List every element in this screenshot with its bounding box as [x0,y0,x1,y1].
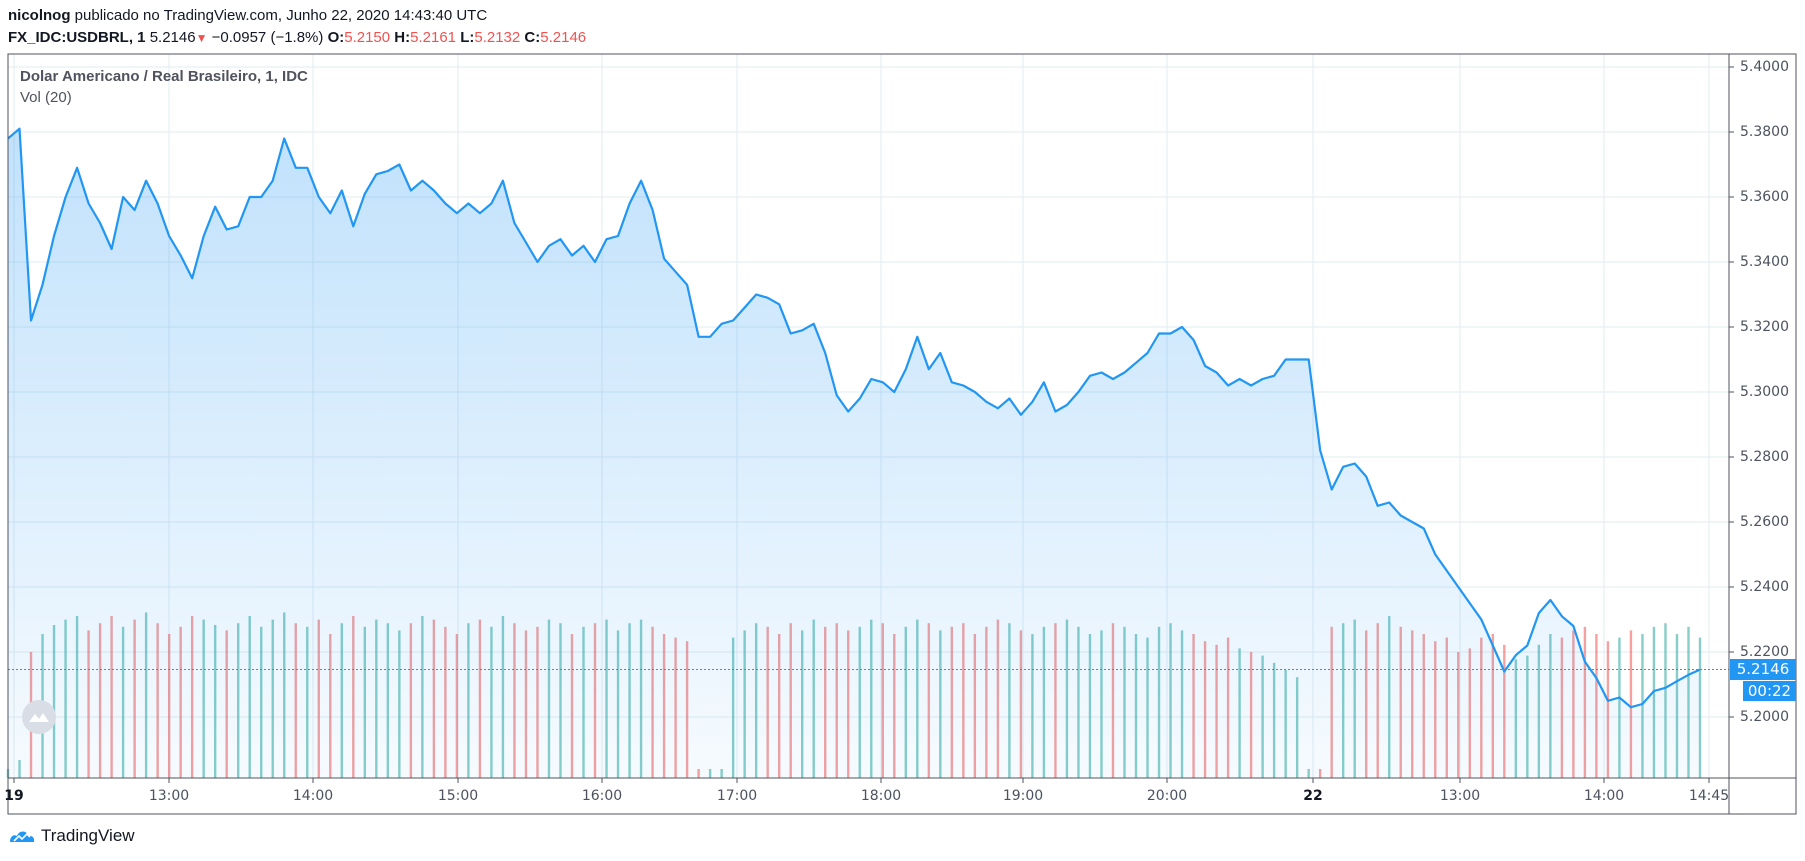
triangle-down-icon: ▼ [195,31,208,45]
price-tick-label: 5.2400 [1740,579,1789,595]
open-label: O: [327,29,345,46]
price-tick-label: 5.4000 [1740,59,1789,75]
bar-countdown: 00:22 [1743,681,1796,701]
symbol-name: FX_IDC:USDBRL, 1 [8,29,146,46]
close-value: 5.2146 [540,29,587,46]
price-tick-label: 5.2600 [1740,514,1789,530]
low-value: 5.2132 [474,29,521,46]
time-tick-label: 19 [4,788,24,804]
author-name[interactable]: nicolnog [8,7,71,24]
time-tick-label: 14:45 [1688,788,1730,804]
time-tick-label: 20:00 [1146,788,1188,804]
time-tick-label: 16:00 [581,788,623,804]
time-tick-label: 22 [1303,788,1323,804]
publish-info: nicolnog publicado no TradingView.com, J… [8,7,487,24]
open-value: 5.2150 [344,29,391,46]
price-tick-label: 5.2800 [1740,449,1789,465]
price-tick-label: 5.3400 [1740,254,1789,270]
current-price-label: 5.2146 [1730,659,1796,680]
time-tick-label: 17:00 [716,788,758,804]
price-tick-label: 5.3600 [1740,189,1789,205]
footer-brand: TradingView [41,826,135,845]
price-tick-label: 5.3200 [1740,319,1789,335]
time-tick-label: 14:00 [292,788,334,804]
time-tick-label: 19:00 [1002,788,1044,804]
volume-bar [1629,630,1633,778]
high-value: 5.2161 [410,29,457,46]
tradingview-watermark-icon[interactable] [22,700,56,734]
price-area-fill [8,128,1700,778]
close-label: C: [524,29,541,46]
time-tick-label: 13:00 [1439,788,1481,804]
chart-border [7,53,1797,815]
time-tick-label: 13:00 [148,788,190,804]
last-price: 5.2146 [149,29,196,46]
price-tick-label: 5.2200 [1740,644,1789,660]
high-label: H: [394,29,411,46]
price-tick-label: 5.2000 [1740,709,1789,725]
price-tick-label: 5.3000 [1740,384,1789,400]
price-line [7,127,1701,709]
tradingview-logo-icon [10,831,35,842]
volume-indicator-label[interactable]: Vol (20) [20,89,72,106]
time-tick-label: 14:00 [1583,788,1625,804]
publish-text: publicado no TradingView.com, Junho 22, … [74,7,488,24]
footer-logo[interactable]: TradingView [8,826,135,846]
price-change: −0.0957 (−1.8%) [211,29,324,46]
axis-ticks [13,66,1734,783]
time-tick-label: 15:00 [437,788,479,804]
low-label: L: [460,29,475,46]
chart-title: Dolar Americano / Real Brasileiro, 1, ID… [20,68,308,85]
time-tick-label: 18:00 [860,788,902,804]
symbol-legend: FX_IDC:USDBRL, 1 5.2146▼ −0.0957 (−1.8%)… [8,29,586,46]
price-tick-label: 5.3800 [1740,124,1789,140]
